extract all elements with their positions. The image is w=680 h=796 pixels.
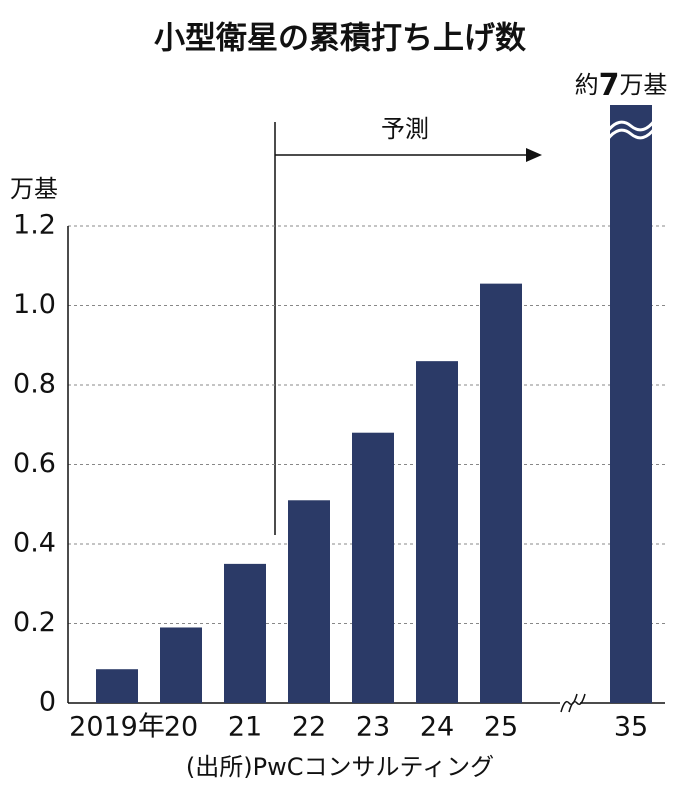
source: (出所)PwCコンサルティング xyxy=(186,753,494,781)
bar-break xyxy=(605,119,657,141)
y-tick-label: 0.8 xyxy=(13,369,56,400)
y-tick-label: 0.4 xyxy=(13,528,56,559)
annotation: 予測 xyxy=(381,115,429,143)
bar xyxy=(96,669,138,703)
x-tick-label: 23 xyxy=(356,712,390,743)
x-tick-label: 24 xyxy=(420,712,454,743)
x-tick-label: 20 xyxy=(164,712,198,743)
x-tick-label: 25 xyxy=(484,712,518,743)
value-label: 約7万基 xyxy=(575,68,668,103)
x-tick-label: 35 xyxy=(614,712,648,743)
x-tick-label: 2019年 xyxy=(69,712,165,743)
arrow-head xyxy=(526,148,542,162)
x-tick-label: 22 xyxy=(292,712,326,743)
y-tick-label: 0.6 xyxy=(13,448,56,479)
chart-title: 小型衛星の累積打ち上げ数 xyxy=(154,21,526,57)
bar xyxy=(352,432,394,703)
y-axis-label: 万基 xyxy=(10,175,58,203)
bar xyxy=(160,627,202,703)
y-tick-label: 1.0 xyxy=(13,289,56,320)
x-tick-label: 21 xyxy=(228,712,262,743)
axis-break xyxy=(560,693,586,713)
y-tick-label: 1.2 xyxy=(13,210,56,241)
bar xyxy=(416,361,458,703)
bar xyxy=(480,283,522,703)
y-tick-label: 0 xyxy=(39,687,56,718)
bar xyxy=(224,563,266,703)
bar xyxy=(288,500,330,703)
bar xyxy=(610,105,652,703)
y-tick-label: 0.2 xyxy=(13,607,56,638)
